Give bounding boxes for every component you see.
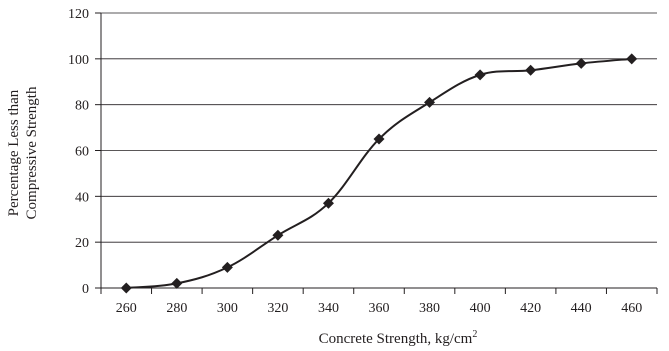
x-tick-label: 380 [419, 301, 440, 316]
data-point-marker [575, 57, 587, 69]
x-tick-label: 360 [369, 301, 390, 316]
data-point-marker [474, 69, 486, 81]
data-point-marker [525, 64, 537, 76]
data-point-marker [272, 229, 284, 241]
x-tick-label: 420 [520, 301, 541, 316]
y-tick-label: 120 [68, 7, 89, 22]
y-tick-label: 0 [82, 282, 89, 297]
y-tick-label: 80 [75, 99, 89, 114]
x-axis-title-text: Concrete Strength, kg/cm [319, 331, 473, 347]
data-point-marker [171, 277, 183, 289]
x-tick-label: 400 [470, 301, 491, 316]
x-axis-ticks: 260 280 300 320 340 360 380 400 420 440 460 [100, 288, 658, 316]
x-tick-label: 300 [217, 301, 238, 316]
grid-lines [101, 12, 657, 243]
data-point-marker [221, 261, 233, 273]
data-point-marker [373, 133, 385, 145]
y-tick-label: 60 [75, 145, 89, 160]
y-axis-title-line-1: Percentage Less than [6, 89, 22, 216]
y-axis-title: Percentage Less than Compressive Strengt… [6, 86, 40, 219]
data-markers [120, 53, 638, 294]
x-tick-label: 280 [166, 301, 187, 316]
data-point-marker [322, 197, 334, 209]
x-axis-title: Concrete Strength, kg/cm2 [319, 329, 478, 347]
y-tick-label: 100 [68, 53, 89, 68]
data-point-marker [626, 53, 638, 65]
y-tick-label: 20 [75, 236, 89, 251]
y-axis-ticks: 0 20 40 60 80 100 120 [68, 7, 101, 297]
x-tick-label: 440 [571, 301, 592, 316]
y-axis-title-line-2: Compressive Strength [24, 86, 40, 219]
x-tick-label: 260 [116, 301, 137, 316]
data-series [126, 57, 632, 289]
x-tick-label: 460 [621, 301, 642, 316]
y-tick-label: 40 [75, 190, 89, 205]
data-point-marker [120, 282, 132, 294]
x-axis-title-superscript: 2 [472, 329, 477, 340]
series-line [126, 57, 632, 289]
data-point-marker [424, 96, 436, 108]
x-tick-label: 340 [318, 301, 339, 316]
x-tick-label: 320 [267, 301, 288, 316]
